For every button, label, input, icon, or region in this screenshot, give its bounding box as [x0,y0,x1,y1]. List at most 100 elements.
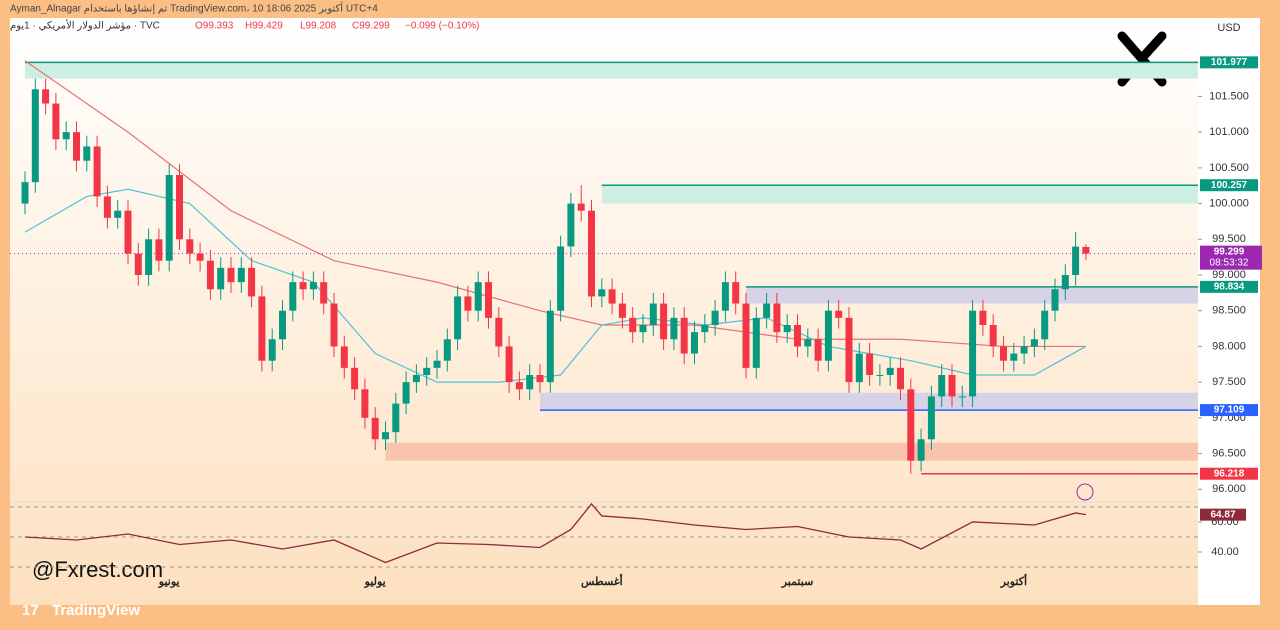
header-text: O99.393 [195,21,234,32]
candle-body [783,325,791,333]
candle-body [855,353,863,383]
level-tag [1200,179,1258,192]
candle-body [1030,339,1038,347]
credit: Ayman_Alnagar تم إنشاؤها باستخدام Tradin… [10,2,378,15]
candle-body [588,210,595,297]
event-icon [1076,483,1094,501]
candle-body [474,282,482,311]
candle-body [103,196,111,218]
candle-body [299,282,307,290]
candle-body [938,375,946,397]
candle-body [1072,246,1080,275]
candle-body [258,296,266,361]
level-label: 98.834 [1214,281,1245,292]
candle-body [948,375,956,397]
y-tick-label: 98.000 [1212,340,1246,352]
candle-body [711,310,719,325]
moving-average [24,188,1087,383]
moving-average [24,60,1086,348]
candle-body [93,146,101,197]
last-price-label: 99.299 [1214,246,1245,257]
y-tick-label: 96.500 [1212,447,1246,459]
candle-body [1000,346,1007,361]
candle-body [505,346,513,383]
candle-body [794,325,801,347]
candle-body [196,253,204,261]
candle-body [814,339,822,361]
candle-body [433,360,441,368]
candle-body [773,303,781,333]
candle-body [73,132,80,161]
candle-body [145,239,153,275]
x-tick-label: يوليو [364,576,386,588]
candle-body [649,303,657,325]
candle-body [608,289,616,304]
candle-body [165,175,173,261]
countdown: 08:53:32 [1210,257,1249,268]
candle-body [866,353,874,375]
candle-body [515,382,523,390]
candle-body [485,282,492,318]
candle-body [340,346,348,368]
header-text: مؤشر الدولار الأمريكي · 1يوم · TVC [10,20,160,32]
candle-body [927,396,935,440]
level-tag [1200,467,1258,480]
y-tick-label: 99.500 [1212,233,1246,245]
candle-body [567,203,575,247]
rsi-tag [1200,508,1246,521]
candle-body [464,296,472,311]
candle-body [577,203,585,211]
y-tick-label: 99.000 [1212,269,1246,281]
level-tag [1200,404,1258,417]
candle-body [1061,275,1069,290]
candle-body [42,89,50,104]
candle-body [124,210,132,254]
candle-body [691,332,698,354]
y-tick-label: 100.000 [1209,197,1249,209]
plot-bg [10,18,1198,605]
candle-body [526,375,534,390]
zone [25,62,1198,79]
x-tick-label: يونيو [158,576,180,588]
candle-body [886,367,894,375]
level-label: 96.218 [1214,468,1245,479]
candle-body [907,389,915,461]
level-tag [1200,280,1258,293]
candle-body [402,382,410,404]
candle-body [979,310,987,325]
y-tick-label: 96.000 [1212,483,1246,495]
level-label: 97.109 [1214,405,1245,416]
candle-body [598,289,606,297]
candle-body [454,296,462,340]
candle-body [763,303,771,318]
candle-body [176,175,183,240]
candle-body [206,260,214,290]
ohlc-header: مؤشر الدولار الأمريكي · 1يوم · TVC O99.39… [10,20,480,32]
x-tick-label: سبتمبر [781,576,814,588]
candle-body [382,432,389,440]
candle-body [423,367,431,375]
level-tag [1200,56,1258,69]
candle-body [742,303,750,368]
y-tick-label: 98.500 [1212,305,1246,317]
candle-body [670,317,678,340]
candle-body [248,267,256,297]
level-label: 101.977 [1211,57,1248,68]
candle-body [1041,310,1049,340]
y-tick-label: 101.000 [1209,126,1249,138]
candle-body [917,439,925,461]
candle-body [835,310,843,318]
zone [601,185,1198,204]
tv-icon: 17 [22,602,39,619]
candle-body [536,375,544,383]
candle-body [546,310,554,383]
candle-body [557,246,565,311]
candle-body [134,253,142,275]
y-tick-label: 101.500 [1209,90,1249,102]
x-tick-label: أكتوبر [1000,574,1027,588]
candle-body [392,403,400,433]
scale-bg [1198,18,1260,605]
candle-body [52,103,60,140]
candle-body [845,317,853,383]
